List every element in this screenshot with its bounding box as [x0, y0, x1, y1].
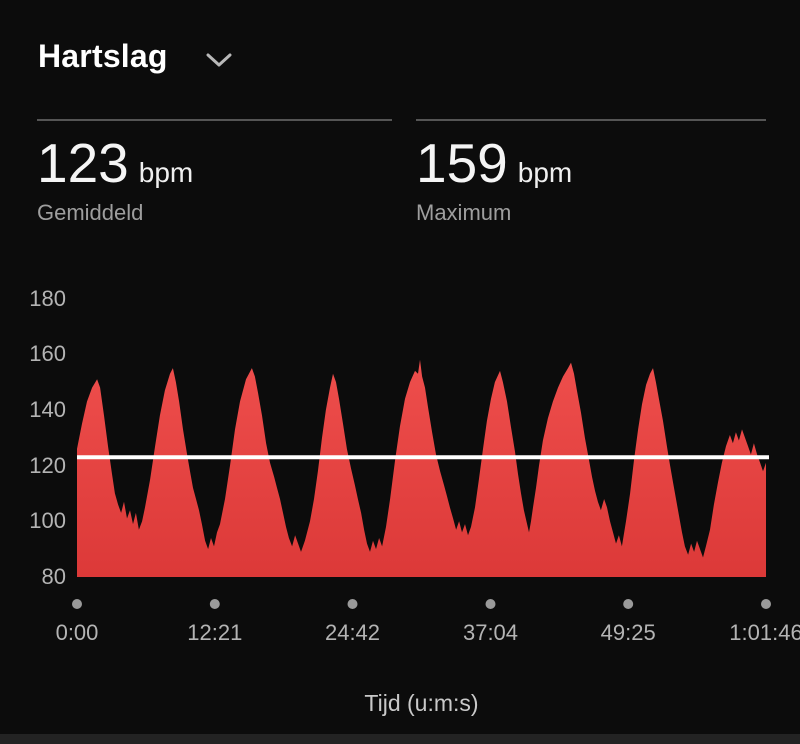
x-tick-label: 1:01:46: [729, 620, 800, 645]
y-tick-label: 140: [29, 396, 66, 422]
maximum-unit: bpm: [517, 157, 573, 188]
heart-rate-area: [77, 359, 766, 577]
x-tick-label: 12:21: [187, 620, 243, 645]
y-tick-label: 160: [29, 341, 66, 367]
maximum-value: 159: [416, 132, 508, 194]
average-unit: bpm: [138, 157, 194, 188]
x-tick-label: 37:04: [462, 620, 519, 645]
y-tick-label: 180: [29, 285, 66, 311]
x-axis-dot: [761, 599, 771, 609]
x-axis-title: Tijd (u:m:s): [364, 690, 479, 716]
x-axis-dot: [209, 599, 220, 609]
x-tick-label: 49:25: [600, 620, 656, 645]
y-tick-label: 80: [41, 564, 66, 589]
page-title: Hartslag: [38, 38, 168, 74]
stat-maximum: 159 bpm Maximum: [416, 119, 766, 226]
divider: [416, 119, 766, 121]
metric-dropdown[interactable]: Hartslag: [38, 38, 232, 75]
stat-average: 123 bpm Gemiddeld: [37, 119, 392, 226]
divider: [37, 119, 392, 121]
average-label: Gemiddeld: [37, 199, 144, 225]
x-axis-dot: [72, 599, 82, 609]
next-card-edge: [0, 734, 800, 744]
maximum-label: Maximum: [416, 199, 512, 225]
average-value: 123: [37, 132, 129, 194]
x-tick-label: 24:42: [324, 620, 381, 645]
chevron-down-icon[interactable]: [206, 52, 232, 68]
y-tick-label: 100: [29, 508, 66, 534]
x-axis-dots: [72, 599, 771, 609]
x-tick-label: 0:00: [55, 620, 99, 645]
x-axis-dot: [623, 599, 634, 609]
x-axis-dot: [347, 599, 358, 609]
x-axis-dot: [485, 599, 496, 609]
y-tick-label: 120: [29, 452, 66, 478]
